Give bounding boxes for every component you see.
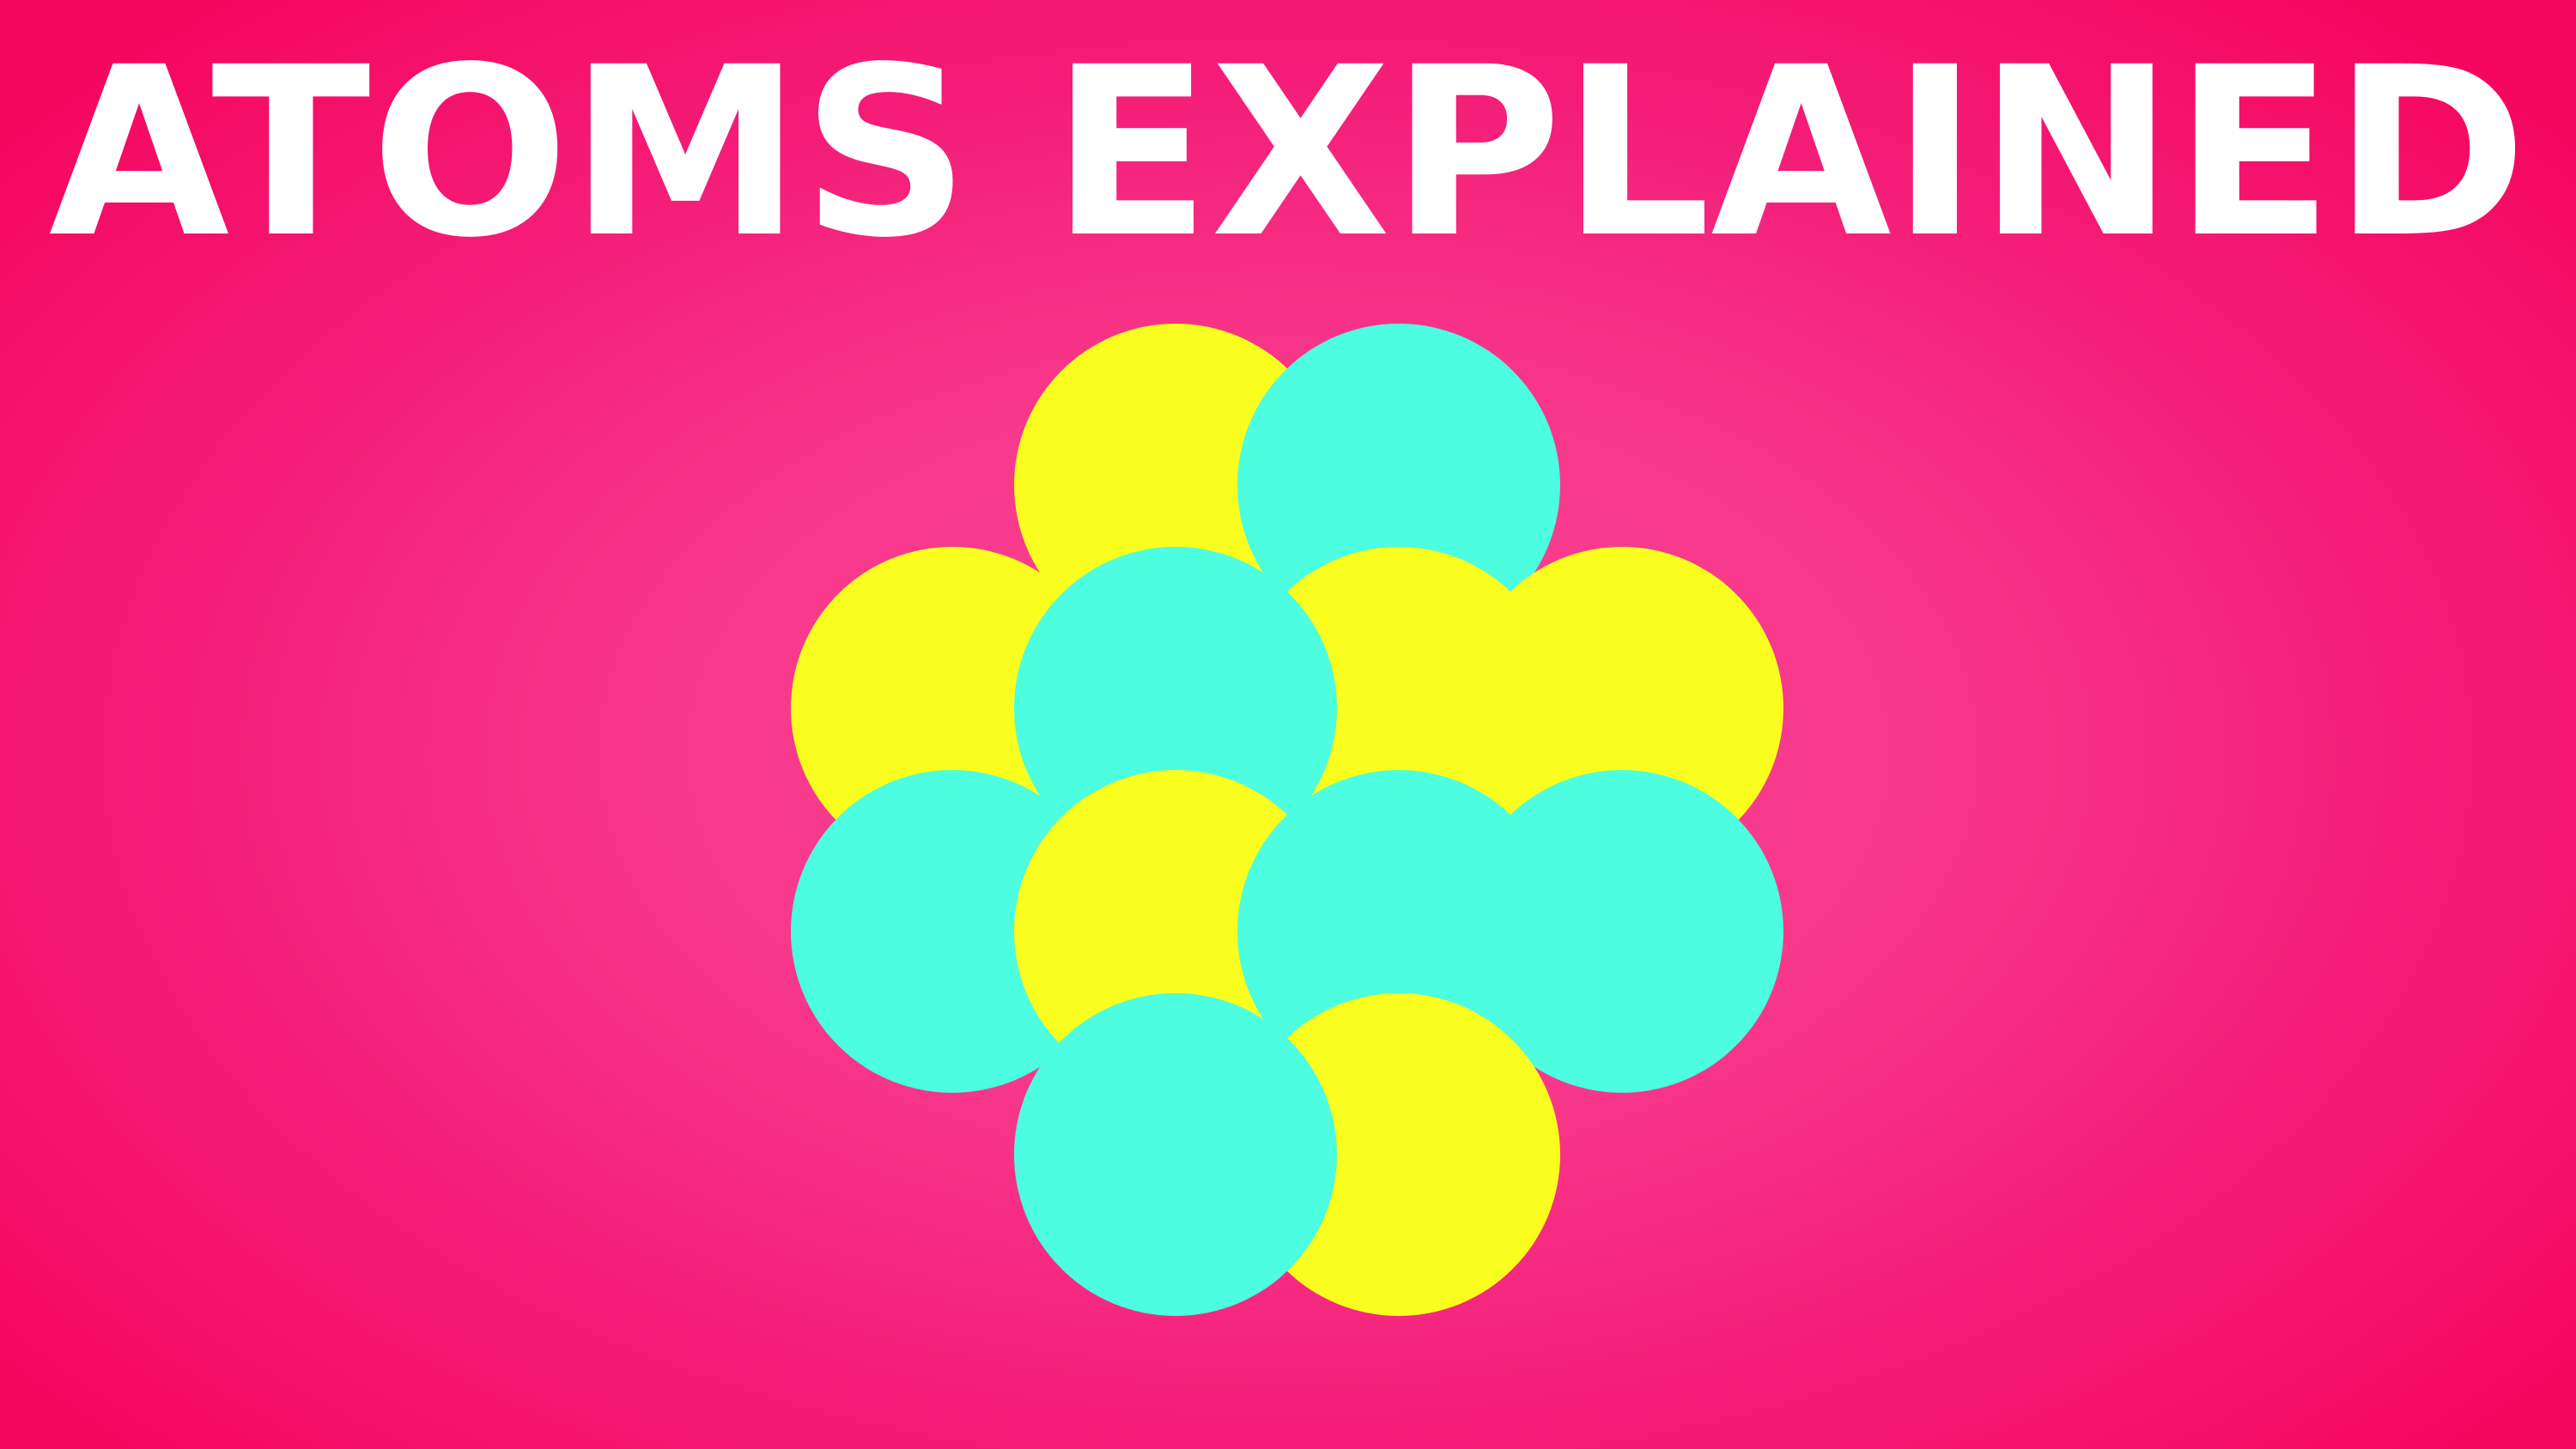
proton-particle xyxy=(1461,547,1783,870)
proton-particle xyxy=(1237,547,1560,870)
proton-particle xyxy=(1237,993,1560,1316)
neutron-particle xyxy=(1014,547,1337,870)
neutron-particle xyxy=(1237,324,1560,646)
neutron-particle xyxy=(1461,770,1783,1093)
proton-particle xyxy=(1014,324,1337,646)
page-title: ATOMS EXPLAINED xyxy=(48,18,2528,289)
neutron-particle xyxy=(1014,993,1337,1316)
neutron-particle xyxy=(791,770,1114,1093)
neutron-particle xyxy=(1237,770,1560,1093)
proton-particle xyxy=(791,547,1114,870)
proton-particle xyxy=(1014,770,1337,1093)
